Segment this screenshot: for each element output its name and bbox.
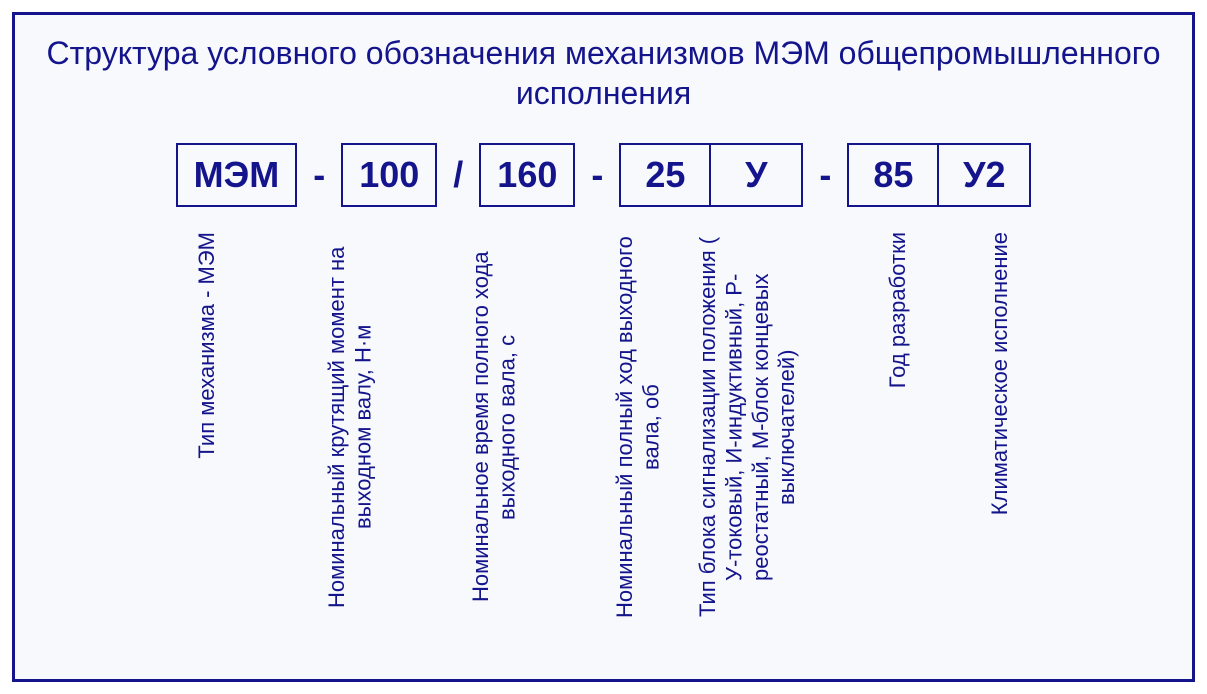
desc-time: Номинальное время полного хода выходного… xyxy=(468,232,521,622)
desc-slot-signal: Тип блока сигнализации положения ( У-ток… xyxy=(695,232,801,622)
desc-torque: Номинальный крутящий момент на выходном … xyxy=(324,232,377,622)
separator-dash: - xyxy=(813,154,837,196)
segment-pair-travel-signal: 25 У xyxy=(619,143,803,207)
desc-slot-time: Номинальное время полного хода выходного… xyxy=(449,232,541,622)
desc-slot-type: Тип механизма - МЭМ xyxy=(161,232,253,459)
desc-slot-climate: Климатическое исполнение xyxy=(954,232,1046,515)
separator-slash: / xyxy=(447,154,469,196)
segment-torque: 100 xyxy=(341,143,437,207)
desc-slot-torque: Номинальный крутящий момент на выходном … xyxy=(305,232,397,622)
desc-slot-travel: Номинальный полный ход выходного вала, о… xyxy=(593,232,685,622)
segment-type: МЭМ xyxy=(176,143,298,207)
code-row: МЭМ - 100 / 160 - 25 У - 85 У2 xyxy=(45,143,1162,207)
desc-slot-year: Год разработки xyxy=(852,232,944,388)
desc-year: Год разработки xyxy=(885,232,911,388)
diagram-frame: Структура условного обозначения механизм… xyxy=(12,12,1195,682)
desc-type: Тип механизма - МЭМ xyxy=(194,232,220,459)
segment-year: 85 xyxy=(847,143,939,207)
description-row: Тип механизма - МЭМ Номинальный крутящий… xyxy=(45,232,1162,659)
segment-signal: У xyxy=(711,143,803,207)
desc-travel: Номинальный полный ход выходного вала, о… xyxy=(612,232,665,622)
separator-dash: - xyxy=(307,154,331,196)
desc-climate: Климатическое исполнение xyxy=(987,232,1013,515)
diagram-title: Структура условного обозначения механизм… xyxy=(45,33,1162,113)
segment-travel: 25 xyxy=(619,143,711,207)
desc-signal: Тип блока сигнализации положения ( У-ток… xyxy=(695,232,801,622)
segment-climate: У2 xyxy=(939,143,1031,207)
segment-time: 160 xyxy=(479,143,575,207)
segment-pair-year-climate: 85 У2 xyxy=(847,143,1031,207)
separator-dash: - xyxy=(585,154,609,196)
